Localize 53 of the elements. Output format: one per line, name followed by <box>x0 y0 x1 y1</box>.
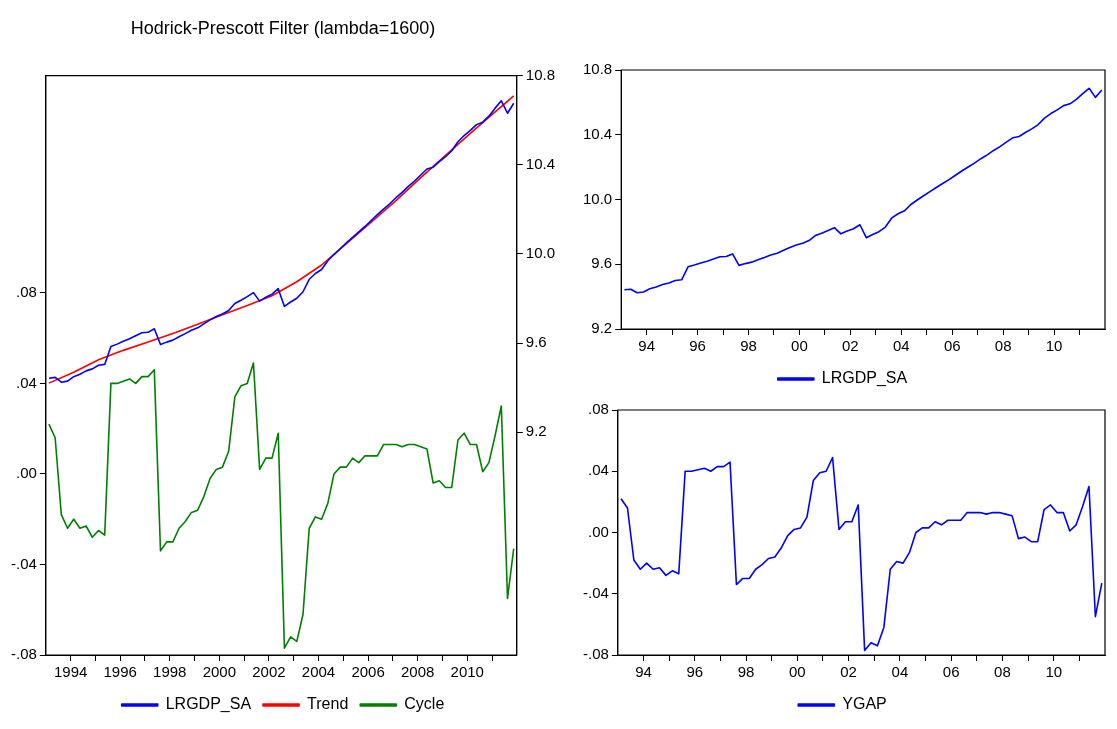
x-tick-label: 98 <box>740 337 757 355</box>
x-tick-label: 06 <box>942 663 960 681</box>
x-tick-label: 2010 <box>450 663 484 681</box>
x-tick-label: 94 <box>638 337 655 355</box>
chart-title: Hodrick-Prescott Filter (lambda=1600) <box>130 17 436 38</box>
x-tick-label: 2004 <box>301 663 336 681</box>
x-tick-label: 10 <box>1045 337 1063 355</box>
x-tick-label: 94 <box>635 663 652 681</box>
x-tick-label: 08 <box>994 663 1011 681</box>
x-tick-label: 2008 <box>400 663 435 681</box>
x-tick-label: 1996 <box>103 663 137 681</box>
x-tick-label: 08 <box>994 337 1012 355</box>
y-tick-label: .04 <box>15 373 37 391</box>
y2-tick-label: 9.2 <box>525 422 547 440</box>
x-tick-label: 00 <box>791 337 808 355</box>
y-tick-label: .00 <box>587 522 609 540</box>
y-tick-label: 10.4 <box>582 124 613 142</box>
x-tick-label: 96 <box>686 663 704 681</box>
y-tick-label: -.04 <box>10 554 37 572</box>
legend-label: LRGDP_SA <box>821 369 908 388</box>
legend-label: LRGDP_SA <box>165 695 252 714</box>
y-tick-label: -.08 <box>10 645 37 663</box>
x-tick-label: 1994 <box>53 663 88 681</box>
y-tick-label: 10.0 <box>582 189 613 207</box>
x-tick-label: 2002 <box>252 663 286 681</box>
y-tick-label: 9.6 <box>591 254 613 272</box>
x-tick-label: 02 <box>840 663 857 681</box>
x-tick-label: 98 <box>737 663 755 681</box>
y-tick-label: 10.8 <box>582 60 613 78</box>
y-tick-label: .04 <box>587 461 609 479</box>
legend-label: YGAP <box>842 695 887 713</box>
y-tick-label: .08 <box>15 283 37 301</box>
x-tick-label: 02 <box>842 337 859 355</box>
legend-label: Trend <box>307 695 349 713</box>
x-tick-label: 2006 <box>351 663 385 681</box>
x-tick-label: 1998 <box>153 663 187 681</box>
y-tick-label: -.08 <box>582 645 609 663</box>
y2-tick-label: 10.4 <box>525 154 556 172</box>
x-tick-label: 96 <box>689 337 706 355</box>
y2-tick-label: 9.6 <box>525 333 547 351</box>
legend-label: Cycle <box>404 695 445 713</box>
y2-tick-label: 10.8 <box>525 65 556 83</box>
x-tick-label: 04 <box>891 663 909 681</box>
x-tick-label: 2000 <box>202 663 237 681</box>
y-tick-label: 9.2 <box>591 319 613 337</box>
y-tick-label: -.04 <box>582 583 609 601</box>
x-tick-label: 00 <box>788 663 806 681</box>
x-tick-label: 04 <box>892 337 910 355</box>
y-tick-label: .00 <box>15 464 37 482</box>
x-tick-label: 06 <box>943 337 961 355</box>
y2-tick-label: 10.0 <box>525 244 556 262</box>
y-tick-label: .08 <box>587 400 609 418</box>
x-tick-label: 10 <box>1045 663 1063 681</box>
